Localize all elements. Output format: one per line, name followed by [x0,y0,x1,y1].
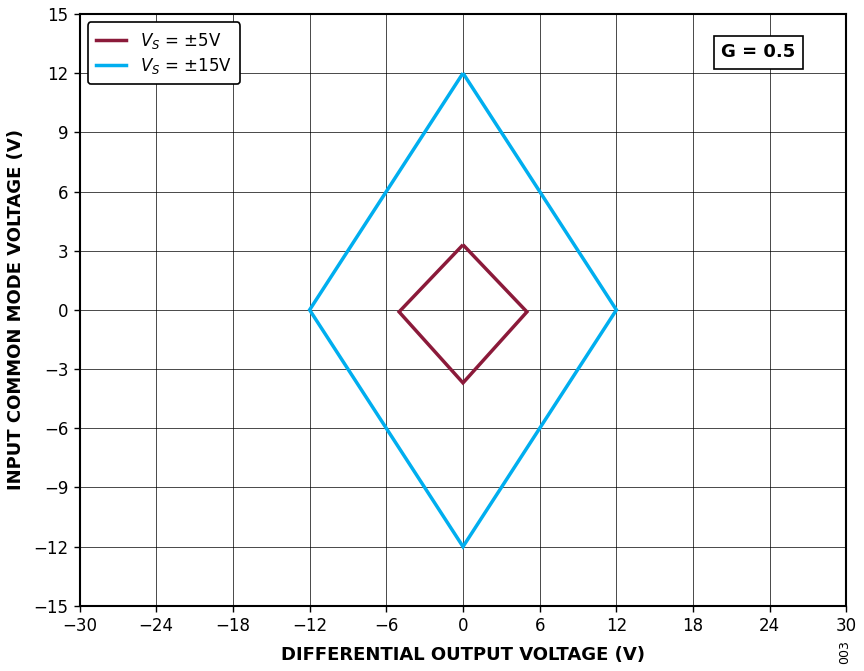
X-axis label: DIFFERENTIAL OUTPUT VOLTAGE (V): DIFFERENTIAL OUTPUT VOLTAGE (V) [281,646,645,664]
Legend: $V_S$ = ±5V, $V_S$ = ±15V: $V_S$ = ±5V, $V_S$ = ±15V [88,22,240,84]
Text: 003: 003 [838,640,851,664]
Text: G = 0.5: G = 0.5 [721,44,796,62]
Y-axis label: INPUT COMMON MODE VOLTAGE (V): INPUT COMMON MODE VOLTAGE (V) [7,130,25,491]
